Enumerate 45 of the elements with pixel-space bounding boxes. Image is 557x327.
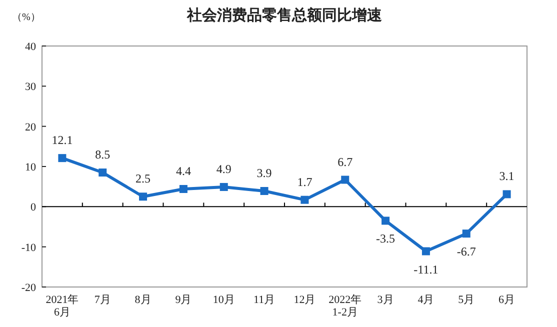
point — [220, 182, 228, 191]
point — [58, 154, 66, 162]
data-label: 8.5 — [95, 148, 110, 162]
x-tick-label: 4月 — [418, 294, 434, 306]
y-tick-label: 20 — [25, 121, 36, 134]
data-label: -6.7 — [456, 244, 476, 259]
data-label: 6.7 — [338, 154, 353, 169]
x-tick-label: 9月 — [175, 294, 192, 306]
data-label: 3.9 — [256, 166, 272, 180]
x-tick-label: 12月 — [294, 294, 316, 306]
x-tick-label: 11月 — [253, 294, 276, 306]
point — [382, 216, 390, 225]
y-tick-label: 40 — [25, 41, 36, 53]
x-tick-label: 8月 — [134, 294, 152, 306]
y-tick-label: 0 — [30, 202, 36, 214]
y-tick-label: -20 — [21, 282, 36, 294]
x-tick-label: 6月 — [498, 294, 516, 306]
x-tick-label: 3月 — [377, 294, 394, 306]
point — [260, 187, 268, 195]
x-tick-label: 7月 — [94, 294, 111, 306]
point — [139, 192, 148, 201]
point — [502, 190, 511, 198]
data-label: 4.9 — [216, 162, 232, 176]
chart-title: 社会消费品零售总额同比增速 — [186, 6, 383, 24]
data-label: 2.5 — [136, 172, 151, 186]
x-tick-label: 10月 — [212, 294, 235, 306]
data-label: 3.1 — [499, 169, 514, 184]
x-tick-label: 2022年 1-2月 — [328, 294, 362, 319]
y-tick-label: 30 — [25, 81, 36, 94]
data-label: -11.1 — [414, 262, 438, 276]
y-tick-label: -10 — [21, 242, 36, 254]
data-label: 12.1 — [52, 133, 73, 148]
data-label: 4.4 — [176, 164, 191, 178]
x-tick-label: 2021年 6月 — [46, 294, 79, 319]
point — [179, 184, 188, 193]
point — [98, 168, 107, 177]
x-tick-label: 5月 — [458, 294, 475, 306]
y-axis-title: （%） — [12, 12, 40, 23]
data-label: -3.5 — [376, 232, 396, 246]
point — [462, 230, 470, 238]
y-tick-label: 10 — [25, 162, 36, 174]
point — [341, 176, 350, 184]
point — [300, 196, 309, 204]
point — [422, 247, 430, 256]
data-label: 1.7 — [297, 174, 312, 189]
